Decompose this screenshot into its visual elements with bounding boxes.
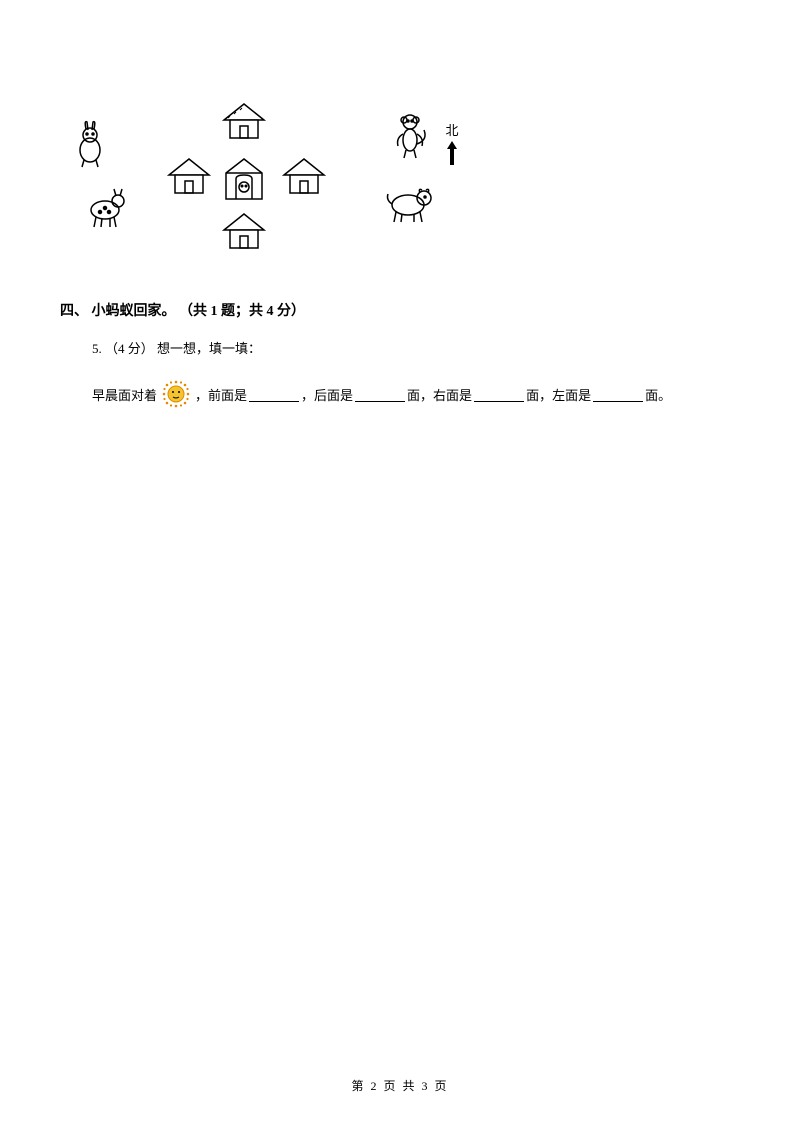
text-segment-4: 面，右面是 <box>407 385 472 404</box>
house-west <box>165 155 213 202</box>
house-south <box>220 210 268 257</box>
blank-2[interactable] <box>355 386 405 402</box>
blank-4[interactable] <box>593 386 643 402</box>
compass-north: 北 <box>445 120 459 170</box>
arrow-up-icon <box>445 139 459 170</box>
dog-figure <box>380 180 435 230</box>
blank-1[interactable] <box>249 386 299 402</box>
compass-label: 北 <box>445 120 459 139</box>
text-segment-1: 早晨面对着 <box>92 385 157 404</box>
fill-blank-sentence: 早晨面对着 <box>92 379 740 409</box>
page-footer: 第 2 页 共 3 页 <box>0 1077 800 1094</box>
blank-3[interactable] <box>474 386 524 402</box>
house-east <box>280 155 328 202</box>
text-segment-2: ，前面是 <box>195 385 247 404</box>
sun-icon <box>161 379 191 409</box>
text-segment-3: ，后面是 <box>301 385 353 404</box>
question-5-prompt: 5. （4 分） 想一想，填一填： <box>92 338 740 357</box>
deer-figure <box>80 185 130 235</box>
section-heading: 四、 小蚂蚁回家。 （共 1 题；共 4 分） <box>60 300 740 320</box>
direction-diagram: 北 <box>60 90 740 270</box>
house-center <box>220 155 268 208</box>
text-segment-5: 面，左面是 <box>526 385 591 404</box>
text-segment-6: 面。 <box>645 385 671 404</box>
monkey-figure <box>390 110 430 165</box>
rabbit-figure <box>70 120 112 175</box>
house-north <box>220 100 268 147</box>
